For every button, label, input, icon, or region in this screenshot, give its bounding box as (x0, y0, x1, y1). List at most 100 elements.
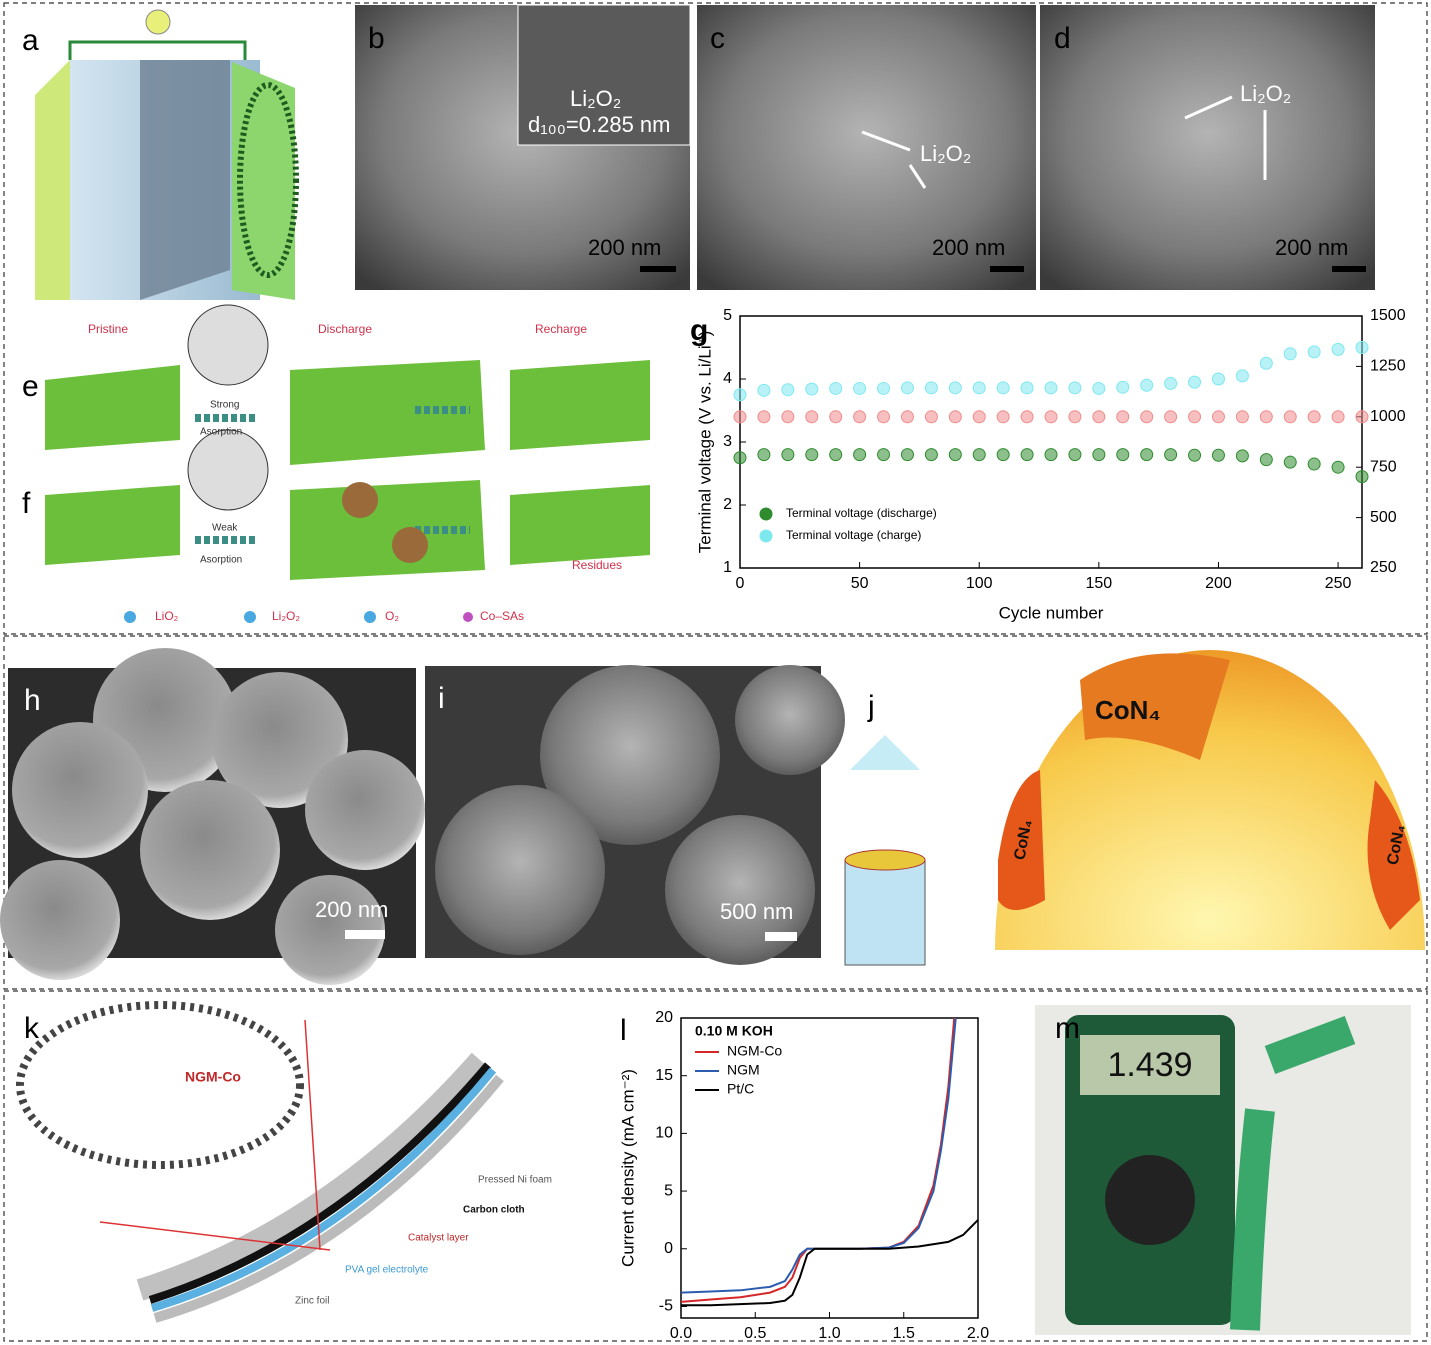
section-frame (3, 635, 1428, 990)
scale-bar (345, 930, 385, 939)
x-tick-label: 250 (1325, 575, 1352, 592)
marker (924, 410, 938, 424)
marker (924, 448, 938, 462)
legend-label: LiO₂ (155, 609, 179, 623)
sem-image (697, 5, 1036, 290)
marker (1092, 410, 1106, 424)
marker (757, 383, 771, 397)
state-label: Recharge (535, 322, 587, 336)
marker (1188, 375, 1202, 389)
arrow-label: Strong (210, 400, 239, 411)
y2-tick-label: 1000 (1370, 408, 1406, 425)
scale-bar-label: 200 nm (315, 897, 388, 922)
scale-bar (765, 932, 797, 941)
marker (1355, 470, 1369, 484)
legend-label: NGM (727, 1062, 760, 1078)
scale-bar-label: 200 nm (1275, 235, 1348, 260)
marker (1116, 410, 1130, 424)
x-tick-label: 200 (1205, 575, 1232, 592)
marker (853, 448, 867, 462)
marker (900, 410, 914, 424)
scale-bar (1332, 266, 1366, 272)
scale-bar-label: 200 nm (932, 235, 1005, 260)
y-tick-label: 10 (655, 1125, 673, 1142)
marker (1211, 372, 1225, 386)
marker (1164, 448, 1178, 462)
marker (1020, 410, 1034, 424)
marker (1188, 410, 1202, 424)
arrow-label: Weak (212, 523, 238, 534)
marker (972, 381, 986, 395)
x-tick-label: 1.0 (818, 1325, 840, 1342)
marker (805, 410, 819, 424)
marker (1164, 376, 1178, 390)
marker (733, 388, 747, 402)
marker (1283, 347, 1297, 361)
marker (829, 448, 843, 462)
x-tick-label: 150 (1085, 575, 1112, 592)
sem-image (1040, 5, 1375, 290)
marker (1020, 448, 1034, 462)
marker (757, 410, 771, 424)
panel-label: g (690, 314, 708, 347)
line (680, 1017, 957, 1294)
arrow (861, 130, 927, 189)
marker (1044, 381, 1058, 395)
marker (1331, 410, 1345, 424)
marker (1188, 448, 1202, 462)
marker (1020, 381, 1034, 395)
marker (1164, 410, 1178, 424)
marker (1092, 448, 1106, 462)
section-frame (3, 2, 1428, 635)
y-axis-label: Current density (mA cm⁻²) (618, 1069, 637, 1267)
marker (996, 448, 1010, 462)
marker (948, 448, 962, 462)
panel-label: i (438, 682, 445, 715)
legend-label: Pt/C (727, 1081, 754, 1097)
marker (1331, 342, 1345, 356)
marker (829, 410, 843, 424)
site-label: CoN₄ (1385, 823, 1409, 866)
scale-bar-label: 200 nm (588, 235, 661, 260)
marker (877, 410, 891, 424)
y2-tick-label: 1500 (1370, 307, 1406, 324)
panel-label: j (867, 690, 875, 723)
arrow-label: Asorption (200, 555, 242, 566)
marker (1259, 410, 1273, 424)
legend-label: Li₂O₂ (272, 609, 300, 623)
marker (1140, 378, 1154, 392)
layer-label: Zinc foil (295, 1296, 329, 1307)
battery-schematic (16, 1001, 504, 1323)
marker (733, 410, 747, 424)
catalyst-label: NGM-Co (185, 1069, 241, 1085)
legend-title: 0.10 M KOH (695, 1023, 773, 1039)
marker (948, 381, 962, 395)
y-tick-label: 5 (664, 1182, 673, 1199)
marker (924, 381, 938, 395)
marker (1307, 345, 1321, 359)
marker (1235, 449, 1249, 463)
marker (781, 383, 795, 397)
marker (1307, 410, 1321, 424)
legend-marker (759, 529, 773, 543)
marker (900, 448, 914, 462)
mechanism-schematic (45, 304, 650, 580)
y-tick-label: 20 (655, 1009, 673, 1026)
legend-label: Co–SAs (480, 609, 524, 623)
marker (1116, 380, 1130, 394)
arrow-label: Li₂O₂ (920, 141, 971, 166)
flower-particles (435, 665, 845, 965)
panel-label: b (368, 22, 385, 55)
y-tick-label: 2 (723, 496, 732, 513)
arrow-label: Asorption (200, 427, 242, 438)
scale-bar (640, 266, 676, 272)
layer-label: PVA gel electrolyte (345, 1265, 429, 1276)
marker (1259, 453, 1273, 467)
marker (1068, 381, 1082, 395)
panel-label: a (22, 24, 39, 57)
site-label: CoN₄ (1012, 818, 1036, 861)
panel-label: l (620, 1014, 627, 1047)
marker (972, 410, 986, 424)
layer-label: Pressed Ni foam (478, 1175, 552, 1186)
y2-tick-label: 500 (1370, 509, 1397, 526)
